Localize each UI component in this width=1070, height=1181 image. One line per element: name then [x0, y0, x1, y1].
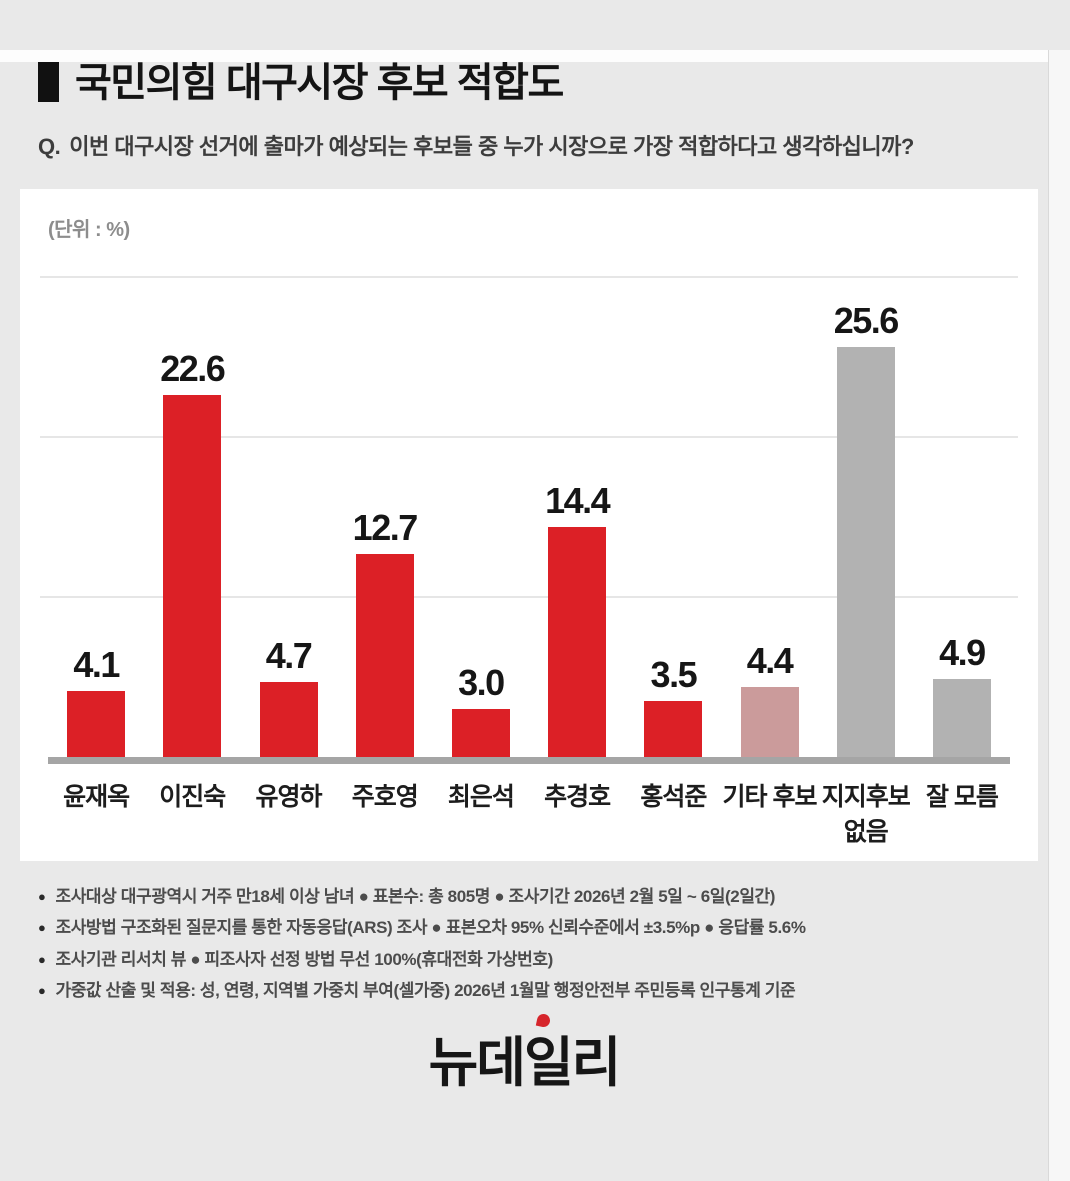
- category-labels-row: 윤재옥 이진숙 유영하 주호영 최은석 추경호 홍석준 기타 후보 지지후보 없음 잘 모름: [48, 780, 1010, 850]
- bar-column: 3.5: [625, 284, 721, 757]
- plot-area: 4.1 22.6 4.7 12.7 3.0 14.4 3.5 4.4 25.6 4.9: [40, 276, 1018, 764]
- survey-footnotes: ● 조사대상 대구광역시 거주 만18세 이상 남녀 ● 표본수: 총 805명 …: [38, 887, 1038, 1002]
- bullet-icon: ●: [38, 889, 46, 904]
- bar: [932, 678, 991, 757]
- category-label: 주호영: [351, 783, 419, 811]
- bar-value-label: 3.5: [650, 654, 698, 695]
- bars-row: 4.1 22.6 4.7 12.7 3.0 14.4 3.5 4.4 25.6 4.9: [48, 284, 1010, 757]
- bar-value-label: 22.6: [160, 348, 226, 390]
- bar-value-label: 4.7: [265, 634, 313, 676]
- bar-value-label: 4.1: [73, 644, 120, 686]
- top-edge-strip: [0, 50, 1070, 62]
- category-label: 잘 모름: [925, 783, 999, 811]
- bullet-icon: ●: [38, 951, 46, 967]
- infographic: 국민의힘 대구시장 후보 적합도 Q. 이번 대구시장 선거에 출마가 예상되는…: [0, 50, 1048, 1097]
- category-label: 이진숙: [159, 783, 226, 811]
- bullet-icon: ●: [38, 983, 46, 999]
- footnote-text: 조사방법 구조화된 질문지를 통한 자동응답(ARS) 조사 ● 표본오차 95…: [55, 918, 806, 938]
- bar: [644, 701, 703, 757]
- logo-text: 뉴데일리: [428, 1032, 622, 1093]
- category-label: 지지후보 없음: [821, 783, 911, 846]
- bar: [740, 686, 799, 757]
- bar-value-label: 12.7: [352, 506, 419, 548]
- bullet-icon: ●: [38, 920, 46, 936]
- category-label: 유영하: [255, 783, 323, 811]
- bar-value-label: 14.4: [545, 479, 611, 521]
- footnote-line: ● 조사방법 구조화된 질문지를 통한 자동응답(ARS) 조사 ● 표본오차 9…: [38, 918, 1038, 938]
- category-label: 홍석준: [640, 783, 707, 811]
- footnote-line: ● 조사대상 대구광역시 거주 만18세 이상 남녀 ● 표본수: 총 805명 …: [38, 887, 1038, 907]
- chart-panel: (단위 : %) 4.1 22.6 4.7 12.7 3.0 14.4 3.5 4.4 25.6…: [20, 189, 1038, 861]
- bar-value-label: 4.9: [939, 631, 986, 673]
- bar-column: 22.6: [144, 284, 240, 757]
- bar: [355, 553, 414, 757]
- footnote-line: ● 가중값 산출 및 적용: 성, 연령, 지역별 가중치 부여(셀가중) 202…: [38, 981, 1038, 1001]
- footnote-line: ● 조사기관 리서치 뷰 ● 피조사자 선정 방법 무선 100%(휴대전화 가상…: [38, 950, 1038, 970]
- category-label: 기타 후보: [722, 783, 818, 811]
- bar-value-label: 4.4: [746, 639, 794, 681]
- bar-column: 3.0: [433, 284, 529, 757]
- category-label: 추경호: [544, 783, 611, 811]
- bar-value-label: 25.6: [833, 300, 900, 342]
- footnote-text: 조사기관 리서치 뷰 ● 피조사자 선정 방법 무선 100%(휴대전화 가상번…: [55, 949, 553, 969]
- logo: 뉴데일리: [0, 1012, 1048, 1097]
- bar-column: 4.9: [914, 284, 1010, 757]
- page-title: 국민의힘 대구시장 후보 적합도: [75, 61, 564, 105]
- bar-column: 14.4: [529, 284, 625, 757]
- bar-column: 12.7: [337, 284, 433, 757]
- category-label: 최은석: [447, 783, 515, 811]
- survey-question: Q. 이번 대구시장 선거에 출마가 예상되는 후보들 중 누가 시장으로 가장…: [38, 130, 1023, 163]
- gridline-10: [40, 596, 1018, 598]
- right-edge-strip: [1048, 50, 1070, 1181]
- bar: [451, 709, 510, 757]
- question-prefix: Q.: [38, 134, 61, 159]
- title-marker-bar: [38, 56, 59, 102]
- category-label: 윤재옥: [63, 783, 130, 811]
- gridline-30: [40, 276, 1018, 278]
- logo-red-dot-icon: [536, 1012, 552, 1028]
- bar-value-label: 3.0: [458, 662, 505, 703]
- bar: [163, 395, 222, 757]
- bar-column: 25.6: [818, 284, 914, 757]
- bar-column: 4.4: [721, 284, 817, 757]
- unit-label: (단위 : %): [48, 219, 130, 241]
- header: 국민의힘 대구시장 후보 적합도: [38, 50, 1048, 108]
- bar: [67, 691, 126, 757]
- bar: [836, 347, 895, 757]
- gridline-20: [40, 436, 1018, 438]
- logo-inner: 뉴데일리: [428, 1012, 622, 1097]
- bar: [259, 681, 318, 757]
- footnote-text: 조사대상 대구광역시 거주 만18세 이상 남녀 ● 표본수: 총 805명 ●…: [55, 887, 776, 906]
- question-text: 이번 대구시장 선거에 출마가 예상되는 후보들 중 누가 시장으로 가장 적합…: [69, 134, 914, 159]
- bar: [548, 526, 607, 757]
- footnote-text: 가중값 산출 및 적용: 성, 연령, 지역별 가중치 부여(셀가중) 2026…: [55, 981, 796, 1001]
- bar-column: 4.1: [48, 284, 144, 757]
- bar-column: 4.7: [240, 284, 336, 757]
